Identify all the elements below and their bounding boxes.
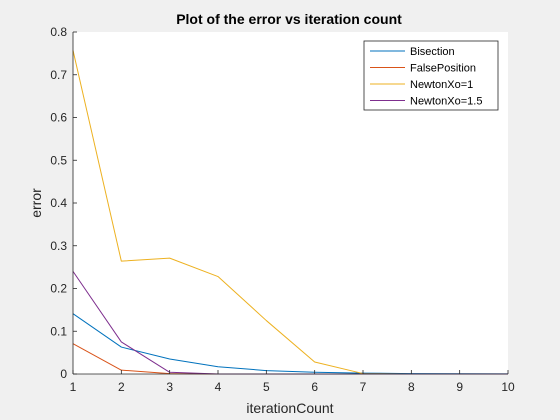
y-tick-label: 0.7: [50, 68, 67, 82]
legend-label-newtonxo-1: NewtonXo=1: [410, 79, 473, 91]
y-tick-label: 0.6: [50, 111, 67, 125]
y-axis-label: error: [28, 188, 44, 218]
y-tick-label: 0.2: [50, 282, 67, 296]
legend-items: Bisection FalsePosition NewtonXo=1 NewtonXo…: [370, 46, 482, 108]
x-tick-label: 4: [215, 380, 222, 394]
x-tick-label: 2: [118, 380, 125, 394]
x-axis-label: iterationCount: [246, 400, 333, 416]
y-tick-label: 0.4: [50, 196, 67, 210]
x-tick-label: 10: [501, 380, 515, 394]
x-tick-label: 9: [456, 380, 463, 394]
y-tick-label: 0.1: [50, 324, 67, 338]
y-tick-label: 0.3: [50, 239, 67, 253]
legend-label-falseposition: FalsePosition: [410, 63, 476, 75]
axes-layer: 1 2 3 4 5 6 7 8 9 10 0 0.1 0.2 0.3 0.4 0.5 0.6 0.7 0.8: [50, 25, 515, 394]
y-tick-label: 0.5: [50, 153, 67, 167]
chart-title: Plot of the error vs iteration count: [176, 11, 402, 27]
y-tick-label: 0.8: [50, 25, 67, 39]
x-tick-label: 1: [70, 380, 77, 394]
x-tick-label: 3: [166, 380, 173, 394]
x-tick-label: 8: [408, 380, 415, 394]
legend-label-newtonxo-1-5: NewtonXo=1.5: [410, 96, 482, 108]
legend-box: [363, 40, 499, 111]
x-tick-label: 6: [311, 380, 318, 394]
y-tick-label: 0: [60, 367, 67, 381]
x-tick-label: 5: [263, 380, 270, 394]
legend-label-bisection: Bisection: [410, 46, 455, 58]
legend: Bisection FalsePosition NewtonXo=1 NewtonXo…: [363, 40, 499, 111]
x-tick-label: 7: [360, 380, 367, 394]
